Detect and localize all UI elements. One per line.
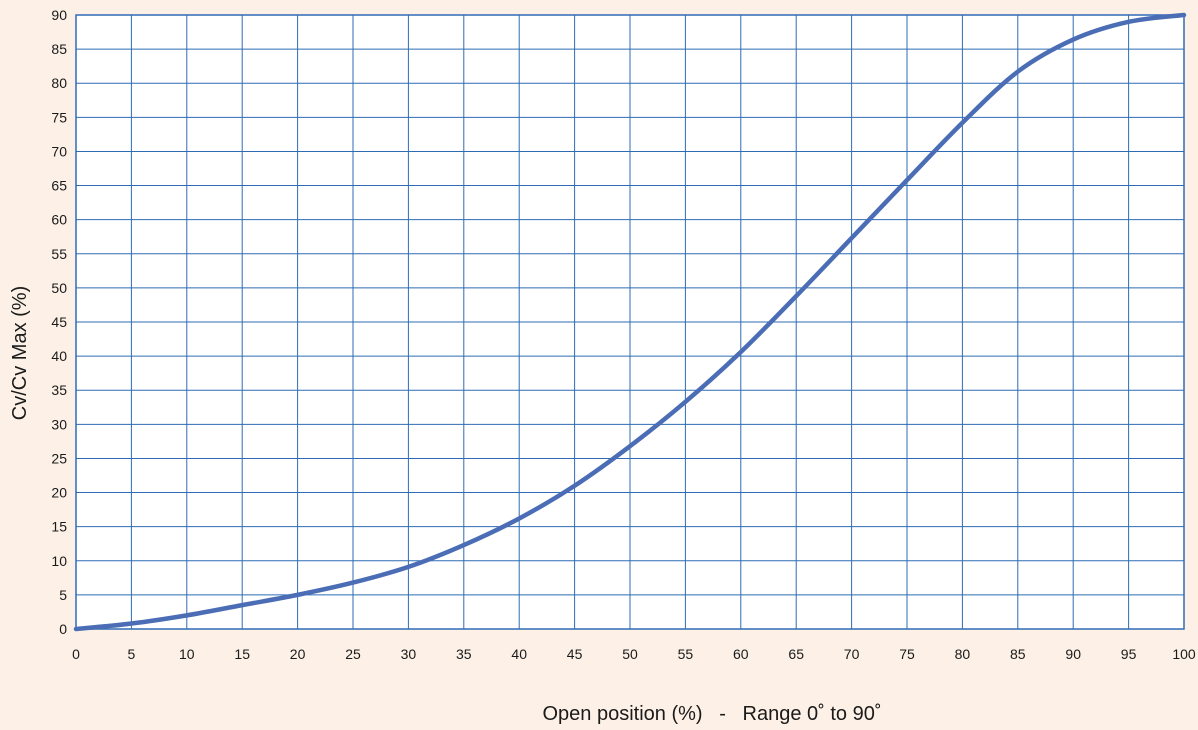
x-tick-label: 40	[511, 646, 527, 662]
series-line-0	[73, 12, 1187, 632]
x-tick-label: 70	[844, 646, 860, 662]
x-tick-label: 90	[1065, 646, 1081, 662]
x-tick-label: 5	[128, 646, 136, 662]
grid	[75, 14, 1185, 630]
x-tick-label: 20	[290, 646, 306, 662]
y-tick-label: 5	[59, 587, 67, 603]
x-tick-label: 95	[1121, 646, 1137, 662]
y-tick-label: 85	[51, 41, 67, 57]
x-tick-label: 30	[401, 646, 417, 662]
y-tick-label: 30	[51, 416, 67, 432]
y-tick-label: 20	[51, 485, 67, 501]
x-axis-title: Open position (%) - Range 0˚ to 90˚	[542, 703, 881, 725]
y-tick-label: 50	[51, 280, 67, 296]
y-tick-label: 90	[51, 7, 67, 23]
y-tick-label: 70	[51, 143, 67, 159]
x-tick-label: 15	[234, 646, 250, 662]
y-tick-label: 65	[51, 178, 67, 194]
x-tick-label: 85	[1010, 646, 1026, 662]
y-tick-label: 25	[51, 450, 67, 466]
x-tick-label: 100	[1172, 646, 1196, 662]
x-tick-label: 10	[179, 646, 195, 662]
y-tick-label: 75	[51, 109, 67, 125]
x-tick-label: 65	[788, 646, 804, 662]
x-tick-label: 75	[899, 646, 915, 662]
x-tick-label: 0	[72, 646, 80, 662]
x-tick-label: 60	[733, 646, 749, 662]
y-tick-label: 60	[51, 212, 67, 228]
y-tick-label: 45	[51, 314, 67, 330]
y-tick-label: 0	[59, 621, 67, 637]
x-tick-label: 50	[622, 646, 638, 662]
y-tick-label: 80	[51, 75, 67, 91]
x-tick-label: 45	[567, 646, 583, 662]
y-tick-label: 15	[51, 519, 67, 535]
y-tick-label: 40	[51, 348, 67, 364]
x-tick-label: 25	[345, 646, 361, 662]
x-tick-label: 80	[955, 646, 971, 662]
y-tick-label: 10	[51, 553, 67, 569]
y-axis-ticks: 0 5 10 15 20 25 30 35 40 45 50 55 60 65 70 75 80 85 90	[51, 7, 67, 637]
series-group	[73, 12, 1187, 632]
y-tick-label: 35	[51, 382, 67, 398]
plot-border	[75, 14, 1185, 630]
x-tick-label: 35	[456, 646, 472, 662]
x-axis-ticks: 0 5 10 15 20 25 30 35 40 45 50 55 60 65 70 75 80 85 90 95 10…	[72, 646, 1196, 662]
y-tick-label: 55	[51, 246, 67, 262]
x-tick-label: 55	[678, 646, 694, 662]
y-axis-title: Cv/Cv Max (%)	[9, 286, 31, 420]
